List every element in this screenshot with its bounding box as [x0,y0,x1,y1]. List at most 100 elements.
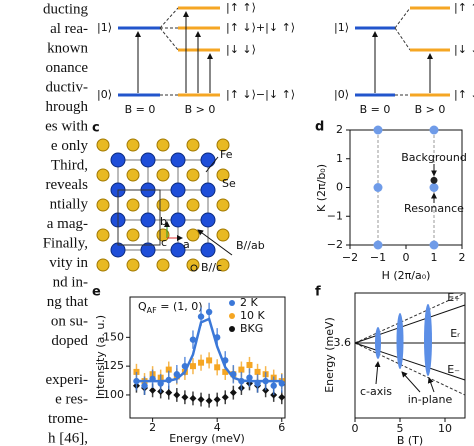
x-tick-label: −2 [342,251,358,264]
x-tick-label: 0 [352,422,359,435]
se-atom [96,138,110,152]
se-atom [96,228,110,242]
y-axis-label: Energy (meV) [323,317,336,393]
se-atom [126,198,140,212]
body-line: reveals [46,177,89,193]
legend-marker [229,300,235,306]
y-axis-label: K (2π/b₀) [315,164,328,212]
fe-atom [170,152,186,168]
se-atom [126,168,140,182]
data-point [229,389,237,397]
y-tick-label: 100 [103,388,124,401]
data-point [189,363,196,370]
x-axis-label: B (T) [397,434,423,446]
se-atom [126,138,140,152]
se-atom [216,258,230,272]
data-point [238,366,245,373]
field-label: B//c [201,261,222,274]
panel-label: c [92,121,100,136]
data-point [198,359,205,366]
body-line: nd in- [53,274,88,290]
body-line: ntially [50,196,89,212]
x-tick-label: −1 [370,251,386,264]
state-label: |↑ ↓⟩−|↓ ↑⟩ [226,88,295,101]
levels-split [410,6,450,97]
state-label: |↓ ↓⟩ [226,43,256,56]
x-tick-label: 2 [149,421,156,434]
fe-atom [140,152,156,168]
atom-label: Se [222,177,236,190]
resonance-point [429,240,439,250]
body-line: ductiv- [46,79,89,95]
se-atom [186,198,200,212]
splitting-lines [394,7,411,96]
state-label: |↑ ↓⟩−|↓ ↑⟩ [454,88,474,101]
data-point [181,393,189,401]
legend-marker [229,313,235,319]
field-label: B//ab [236,239,265,252]
y-tick-label: 3.6 [334,336,352,349]
data-point [246,374,253,381]
legend-label: BKG [240,322,263,335]
state-label: |1⟩ [334,21,349,34]
body-line: doped [51,333,88,349]
y-axis-label: Intensity (a. u.) [94,315,107,399]
se-atom [156,168,170,182]
fe-atom [170,242,186,258]
body-line: hrough [46,99,89,115]
fit-curve [136,317,282,383]
axis-label: b [160,215,167,228]
background-point [430,176,438,184]
body-line: Finally, [43,235,88,251]
body-text-column: ducting al rea-known onance ductiv-hrough es… [43,1,89,446]
data-point [165,389,173,397]
se-atom [156,198,170,212]
fe-atom [170,182,186,198]
data-point [213,396,221,404]
se-atom [186,168,200,182]
data-point [270,382,277,389]
field-arrow [197,229,233,256]
pointer [205,156,219,173]
data-point [214,364,221,371]
title-main: Q [138,300,147,313]
se-atom [156,258,170,272]
data-point [149,386,157,394]
data-point [173,391,181,399]
se-atom [186,138,200,152]
body-line: Third, [51,157,88,173]
fe-atom [110,152,126,168]
levels-split [178,6,220,97]
state-label: |0⟩ [334,88,349,101]
axes-frame [129,296,286,419]
fan-lines [354,292,466,396]
data-point [278,393,286,401]
field-dot [190,264,198,272]
resonance-point [373,183,383,192]
state-label: |↑ ↓⟩+|↓ ↑⟩ [226,21,295,34]
state-label: |↑ ↑⟩ [454,1,474,14]
body-line: on su- [51,313,88,329]
se-atom [96,198,110,212]
fe-atom [200,212,216,228]
data-point [254,368,261,375]
body-line: ducting [43,1,88,17]
data-point [189,394,197,402]
fe-atom [170,212,186,228]
resonance-ellipses [375,304,432,376]
legend-marker [229,326,235,332]
y-tick-label: −2 [327,238,343,251]
state-label: |0⟩ [97,88,112,101]
axes-frame [349,129,463,246]
data-point [221,393,229,401]
body-line: h [46], [48,430,88,446]
x-tick-label: 5 [397,422,404,435]
fe-atom [200,152,216,168]
body-line: experi- [46,372,88,388]
y-tick-label: −1 [327,209,343,222]
x-axis-label: Energy (meV) [169,432,245,445]
field-label: B > 0 [185,103,216,116]
body-line: trome- [48,411,88,427]
body-line: al rea- [50,21,88,37]
